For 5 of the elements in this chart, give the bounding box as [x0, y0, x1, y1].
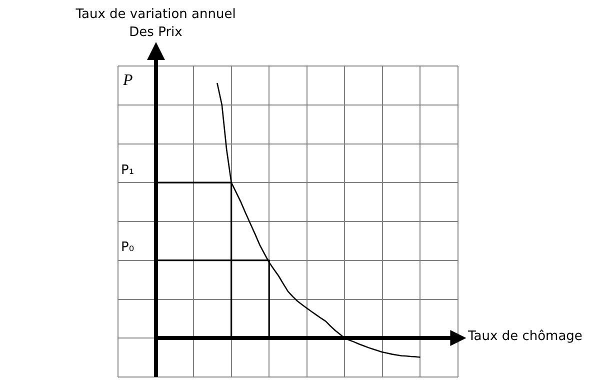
series-label: P₁: [121, 162, 134, 179]
y-axis-title: Taux de variation annuel Des Prix: [74, 6, 237, 42]
series-label: P₀: [121, 240, 134, 256]
annotation: P: [123, 72, 133, 90]
x-axis-title: Taux de chômage: [468, 328, 582, 346]
